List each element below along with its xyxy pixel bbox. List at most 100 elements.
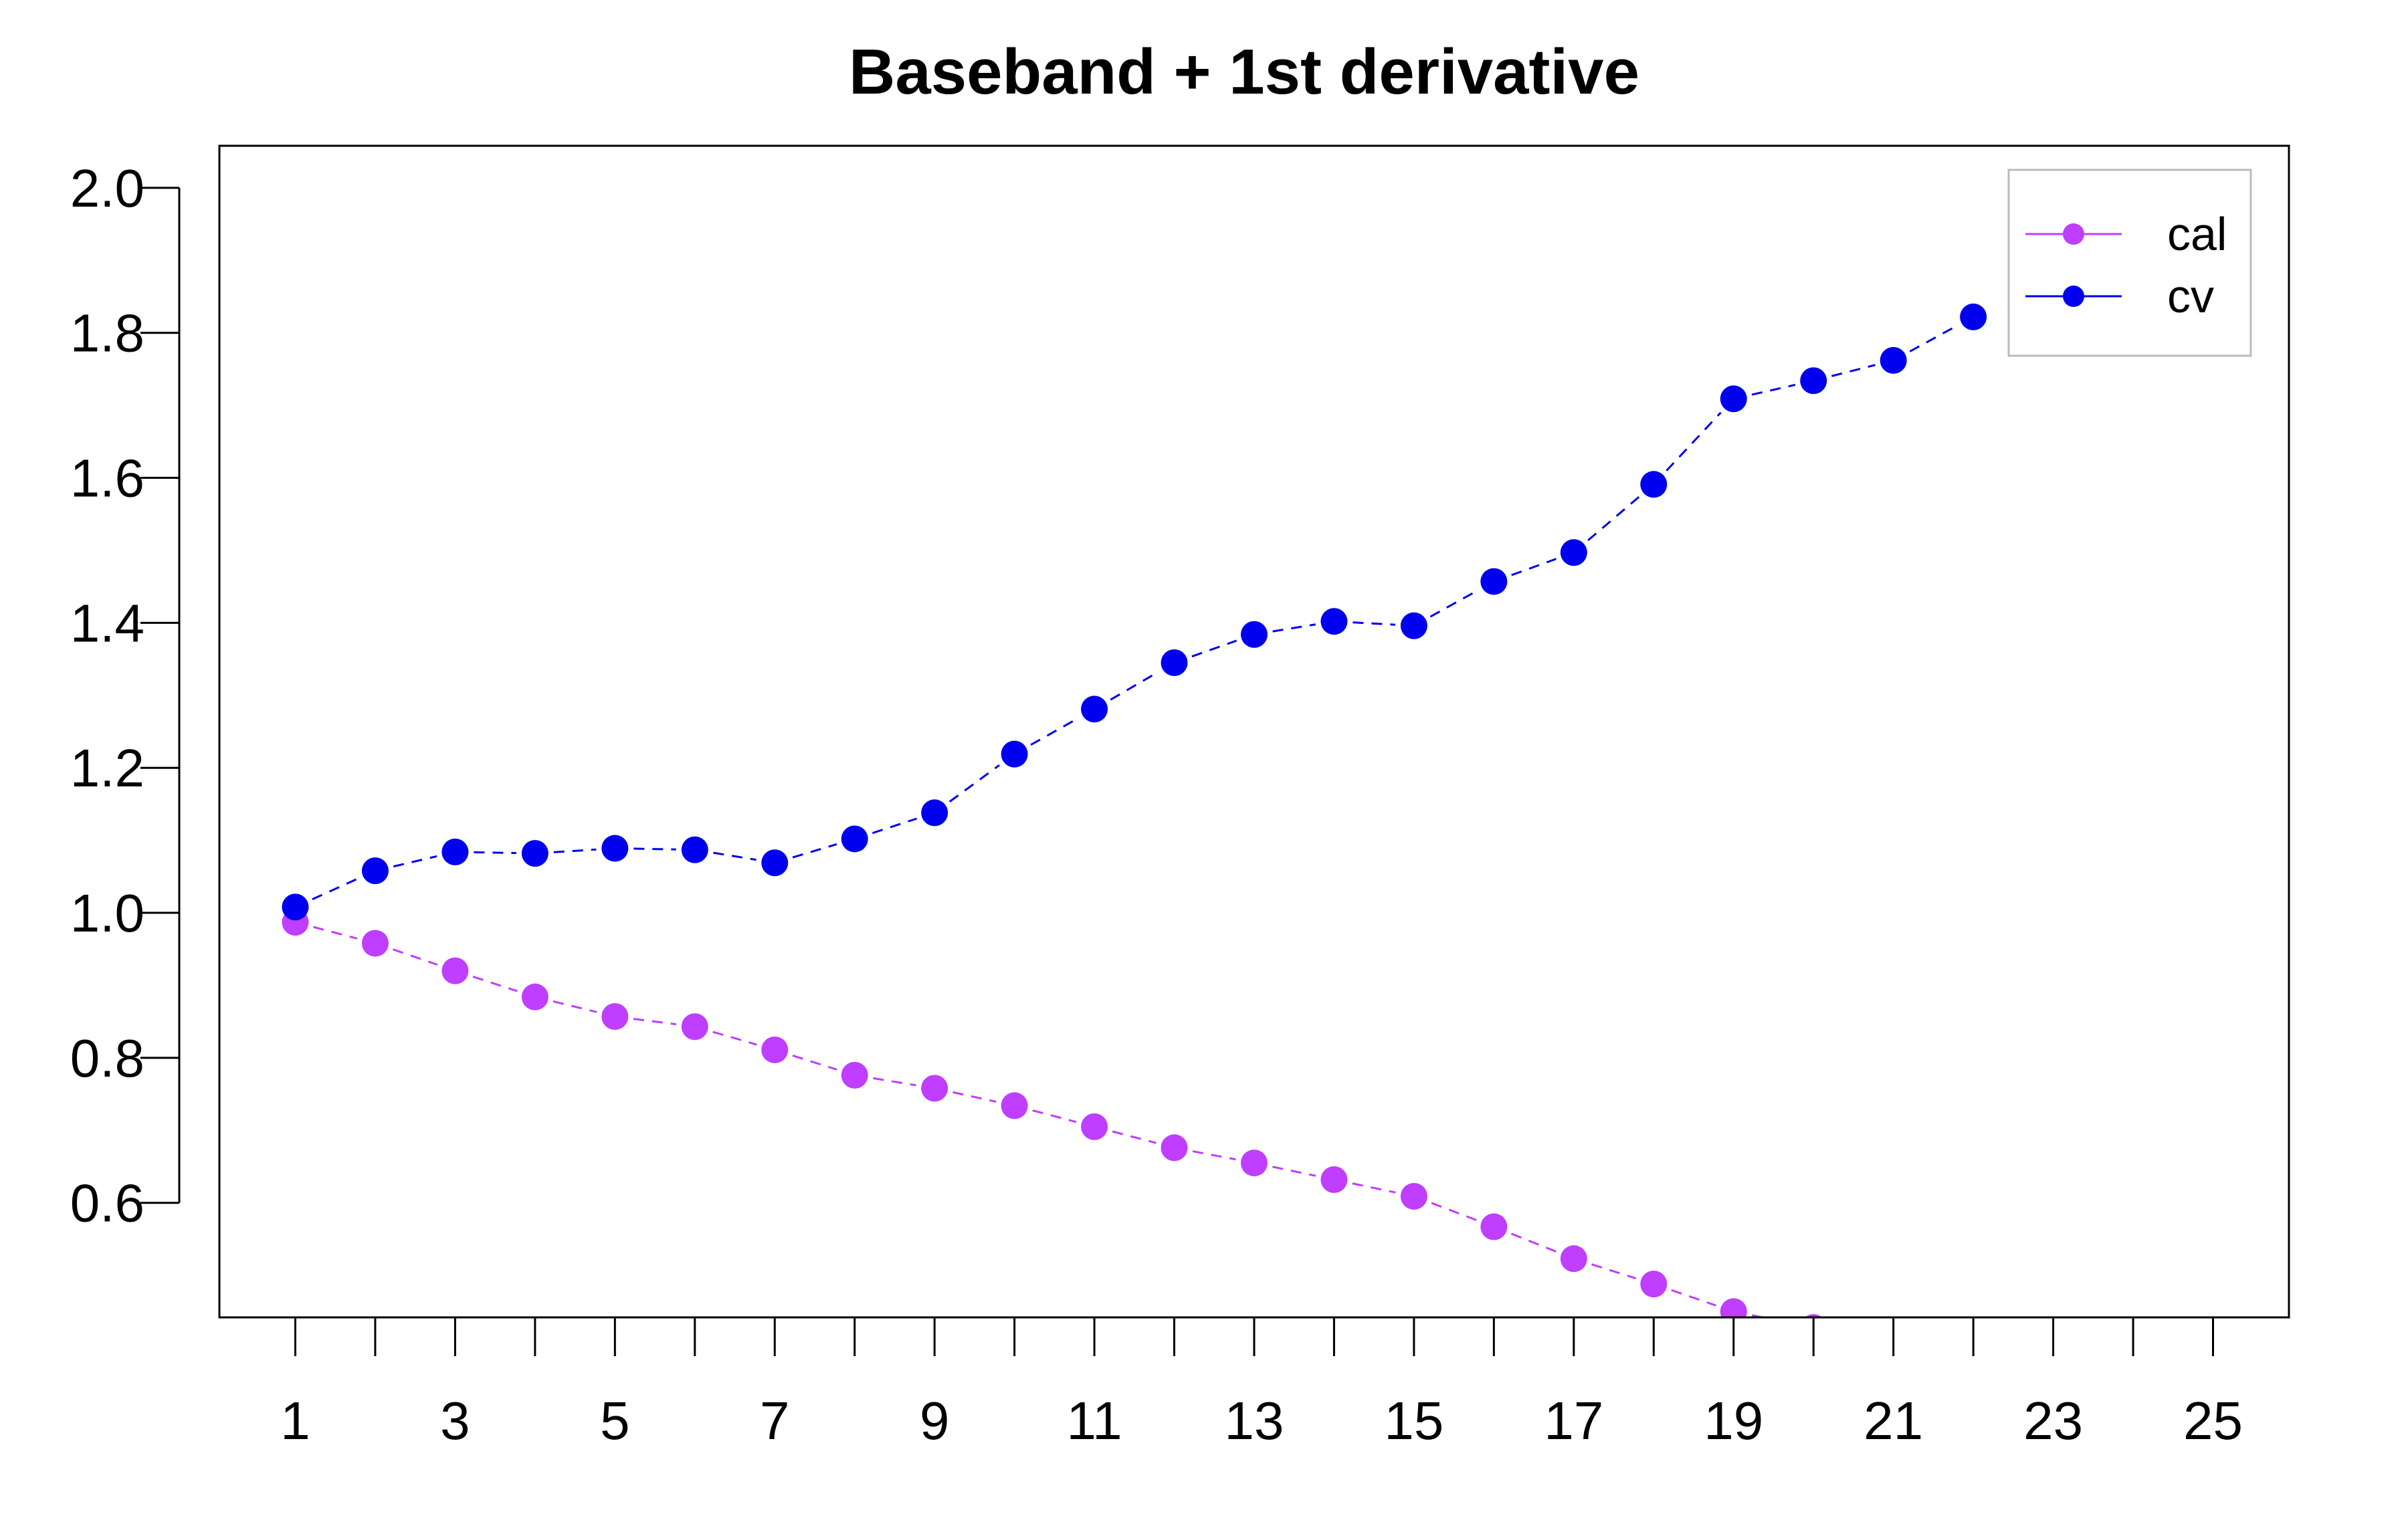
series-line-segment (393, 855, 437, 868)
data-point (681, 836, 708, 863)
series-line-segment (1751, 383, 1796, 396)
y-axis: 0.6 0.8 1.0 1.2 1.4 1.6 1.8 2.0 (70, 158, 181, 1233)
chart-title: Baseband + 1st derivative (849, 36, 1639, 108)
series-line-segment (872, 817, 918, 835)
series-line-segment (792, 843, 837, 859)
y-tick-label: 1.0 (70, 883, 144, 943)
y-tick-label: 2.0 (70, 158, 144, 218)
x-tick-label: 1 (280, 1391, 310, 1450)
y-tick-label: 1.8 (70, 304, 144, 363)
data-point (681, 1013, 708, 1041)
x-tick-label: 3 (440, 1391, 470, 1450)
series-line-segment (1352, 621, 1396, 626)
series-line-segment (553, 848, 597, 853)
legend-marker (2063, 223, 2084, 245)
series-line-segment (1030, 717, 1079, 746)
data-point (921, 799, 948, 827)
series-line-segment (1831, 364, 1876, 377)
legend-label: cv (2167, 270, 2214, 322)
data-point (441, 838, 469, 865)
series-line-segment (1591, 1263, 1637, 1280)
series-cv (282, 303, 1987, 921)
x-tick-label: 25 (2183, 1391, 2243, 1450)
x-tick-label: 17 (1544, 1391, 1603, 1450)
data-point (441, 957, 469, 984)
series-line-segment (392, 948, 438, 966)
data-point (1081, 695, 1108, 723)
series-line-segment (1587, 496, 1640, 542)
series-layer (282, 303, 1987, 1317)
series-line-segment (713, 851, 757, 861)
series-line-segment (1112, 1130, 1157, 1144)
data-point (1001, 1092, 1028, 1119)
data-point (1720, 1298, 1747, 1317)
x-tick-label: 15 (1384, 1391, 1443, 1450)
x-tick-label: 13 (1225, 1391, 1284, 1450)
data-point (1560, 1245, 1587, 1273)
y-tick-label: 0.6 (70, 1174, 144, 1233)
x-tick-label: 11 (1067, 1391, 1122, 1450)
data-point (282, 893, 309, 921)
x-tick-label: 7 (760, 1391, 790, 1450)
y-tick-label: 1.6 (70, 449, 144, 508)
data-point (521, 983, 548, 1010)
series-line-segment (472, 976, 518, 992)
series-line-segment (1192, 1150, 1236, 1161)
series-cal (282, 909, 1823, 1317)
series-line-segment (474, 851, 516, 855)
data-point (1320, 1166, 1348, 1194)
data-point (841, 1061, 868, 1089)
series-line-segment (1671, 1289, 1716, 1307)
series-line-segment (633, 1018, 677, 1026)
series-line-segment (1429, 589, 1478, 618)
series-line-segment (952, 1091, 997, 1103)
y-tick-label: 0.8 (70, 1028, 144, 1088)
series-line-segment (1511, 558, 1557, 576)
series-line-segment (312, 877, 359, 901)
y-tick-label: 1.4 (70, 593, 144, 653)
series-line-segment (1510, 1232, 1557, 1253)
series-line-segment (1272, 623, 1316, 633)
series-line-segment (1110, 671, 1159, 701)
series-line-segment (553, 1000, 597, 1013)
data-point (1001, 740, 1028, 768)
data-point (1161, 649, 1188, 677)
series-line-segment (792, 1054, 837, 1071)
data-point (761, 849, 789, 877)
data-point (1960, 303, 1987, 330)
data-point (601, 1003, 629, 1030)
series-line-segment (1352, 1182, 1396, 1194)
data-point (1800, 367, 1827, 395)
data-point (921, 1075, 948, 1102)
data-point (361, 930, 389, 957)
data-point (521, 840, 548, 867)
data-point (1720, 385, 1747, 413)
data-point (1880, 346, 1907, 374)
series-line-segment (1431, 1202, 1477, 1221)
x-axis: 1 3 5 7 9 11 13 15 17 19 21 23 25 (280, 1316, 2243, 1450)
series-line-segment (1191, 639, 1237, 658)
series-line-segment (1032, 1109, 1077, 1123)
series-line-segment (1909, 324, 1958, 352)
data-point (601, 835, 629, 862)
legend: cal cv (2007, 169, 2252, 357)
data-point (1640, 1271, 1668, 1298)
data-point (1241, 621, 1268, 648)
legend-box (2007, 169, 2252, 357)
series-line-segment (313, 926, 358, 940)
x-tick-label: 23 (2023, 1391, 2083, 1450)
legend-marker (2063, 286, 2084, 307)
y-tick-label: 1.2 (70, 738, 144, 798)
series-line-segment (948, 764, 1000, 803)
data-point (1560, 539, 1587, 566)
x-tick-label: 19 (1704, 1391, 1763, 1450)
series-line-segment (1666, 411, 1722, 471)
x-tick-label: 21 (1864, 1391, 1923, 1450)
series-line-segment (1272, 1166, 1316, 1177)
data-point (1400, 1182, 1427, 1210)
series-line-segment (712, 1030, 757, 1046)
data-point (1480, 1213, 1508, 1240)
data-point (1320, 608, 1348, 635)
legend-label: cal (2167, 208, 2227, 260)
data-point (361, 857, 389, 885)
